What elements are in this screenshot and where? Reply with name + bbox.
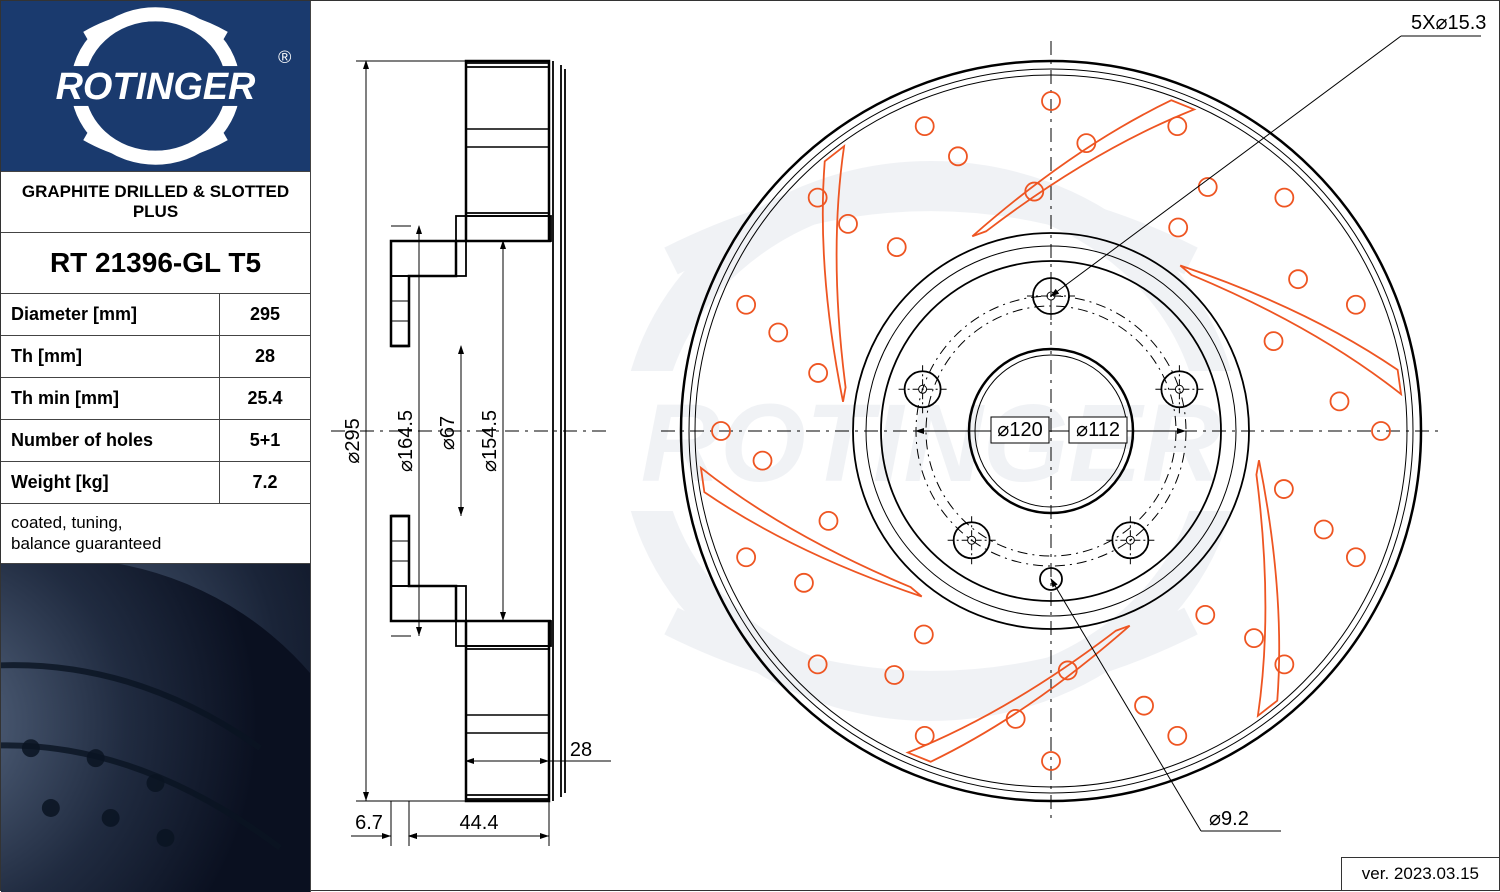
version-label: ver. 2023.03.15 <box>1341 857 1499 890</box>
spec-row: Th min [mm]25.4 <box>1 378 310 420</box>
dim-hat-outer: ⌀164.5 <box>391 226 419 636</box>
rotinger-logo-svg: ROTINGER ® <box>1 1 310 171</box>
spec-value: 28 <box>220 336 310 377</box>
product-photo <box>1 564 310 892</box>
spec-value: 295 <box>220 294 310 335</box>
dim-bolt-pattern: 5X⌀15.3 <box>1051 12 1486 296</box>
svg-text:⌀112: ⌀112 <box>1076 419 1120 441</box>
front-view: 5X⌀15.3 ⌀120 ⌀112 ⌀9.2 <box>661 12 1486 831</box>
dim-center-reg: ⌀112 <box>1069 417 1127 443</box>
dim-hub-bore: ⌀67 <box>437 346 461 516</box>
svg-text:⌀154.5: ⌀154.5 <box>479 410 501 472</box>
spec-label: Diameter [mm] <box>1 294 220 335</box>
svg-text:44.4: 44.4 <box>460 812 499 834</box>
dim-hat-inner: ⌀154.5 <box>456 241 511 621</box>
brand-logo: ROTINGER ® <box>1 1 310 171</box>
part-number: RT 21396-GL T5 <box>1 233 310 294</box>
svg-text:⌀295: ⌀295 <box>342 418 364 463</box>
svg-text:6.7: 6.7 <box>355 812 383 834</box>
dim-flange: 6.7 <box>351 801 439 846</box>
svg-text:28: 28 <box>570 739 592 761</box>
features-note: coated, tuning, balance guaranteed <box>1 504 310 564</box>
spec-value: 5+1 <box>220 420 310 461</box>
svg-text:⌀67: ⌀67 <box>437 416 459 450</box>
technical-drawing: ⌀295 ⌀164.5 ⌀67 ⌀154.5 <box>311 1 1500 892</box>
sidebar: ROTINGER ® GRAPHITE DRILLED & SLOTTED PL… <box>1 1 311 892</box>
spec-row: Diameter [mm]295 <box>1 294 310 336</box>
svg-text:⌀9.2: ⌀9.2 <box>1209 808 1249 830</box>
spec-label: Th [mm] <box>1 336 220 377</box>
spec-label: Th min [mm] <box>1 378 220 419</box>
dim-aux-hole: ⌀9.2 <box>1051 579 1281 831</box>
spec-row: Th [mm]28 <box>1 336 310 378</box>
product-line: GRAPHITE DRILLED & SLOTTED PLUS <box>1 171 310 233</box>
spec-row: Weight [kg]7.2 <box>1 462 310 504</box>
svg-text:⌀120: ⌀120 <box>997 419 1042 441</box>
drawing-area: ROTINGER <box>311 1 1499 890</box>
dim-hat-depth: 44.4 <box>409 801 549 846</box>
brand-text: ROTINGER <box>56 66 256 108</box>
spec-value: 25.4 <box>220 378 310 419</box>
spec-label: Weight [kg] <box>1 462 220 503</box>
spec-value: 7.2 <box>220 462 310 503</box>
svg-text:⌀164.5: ⌀164.5 <box>395 410 417 472</box>
spec-label: Number of holes <box>1 420 220 461</box>
dim-thickness: 28 <box>466 736 611 771</box>
svg-text:5X⌀15.3: 5X⌀15.3 <box>1411 12 1486 34</box>
reg-mark: ® <box>278 47 291 67</box>
spec-row: Number of holes5+1 <box>1 420 310 462</box>
cross-section-view: ⌀295 ⌀164.5 ⌀67 ⌀154.5 <box>331 61 611 846</box>
